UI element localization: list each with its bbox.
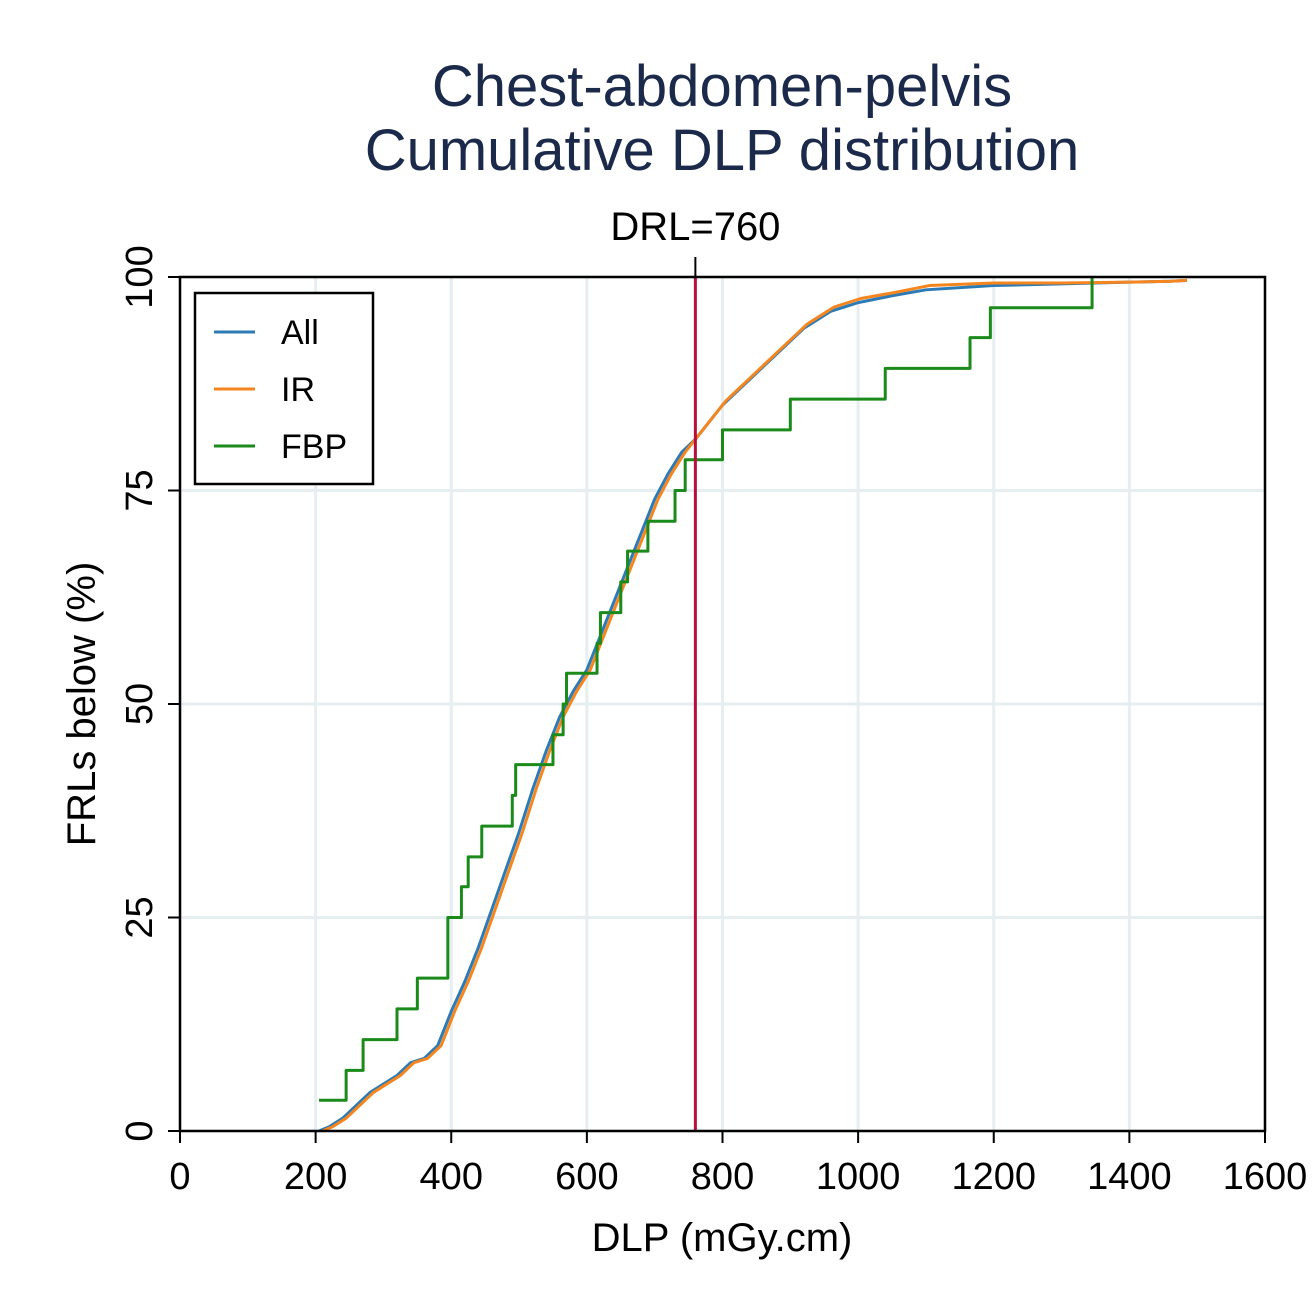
x-tick-label: 200 — [284, 1156, 347, 1198]
y-tick-label: 25 — [119, 896, 161, 938]
x-tick-label: 1200 — [951, 1156, 1036, 1198]
x-tick-label: 600 — [555, 1156, 618, 1198]
y-tick-label: 0 — [119, 1120, 161, 1141]
chart-title-line-2: Cumulative DLP distribution — [365, 118, 1080, 183]
axes: 0 200 400 600 800 1000 1200 1400 1600 0 25 50 75 100 — [119, 245, 1307, 1198]
series-layer — [318, 277, 1188, 1133]
reference-layer: DRL=760 — [610, 205, 780, 1131]
series-line-fbp — [319, 277, 1094, 1102]
x-tick-label: 1400 — [1087, 1156, 1172, 1198]
chart-title-line-1: Chest-abdomen-pelvis — [432, 54, 1012, 119]
legend: All IR FBP — [193, 291, 375, 486]
legend-label-all: All — [281, 314, 319, 352]
x-tick-label: 400 — [420, 1156, 483, 1198]
y-axis-title: FRLs below (%) — [60, 562, 104, 847]
x-tick-label: 800 — [691, 1156, 754, 1198]
legend-label-ir: IR — [281, 371, 315, 409]
drl-label: DRL=760 — [610, 205, 780, 249]
y-tick-label: 75 — [119, 469, 161, 511]
x-axis-title: DLP (mGy.cm) — [592, 1216, 853, 1260]
series-line-ir — [321, 278, 1188, 1133]
x-tick-label: 0 — [169, 1156, 190, 1198]
legend-box — [193, 291, 375, 486]
y-tick-label: 100 — [119, 245, 161, 308]
x-tick-label: 1600 — [1223, 1156, 1308, 1198]
x-tick-label: 1000 — [816, 1156, 901, 1198]
y-tick-label: 50 — [119, 683, 161, 725]
legend-label-fbp: FBP — [281, 428, 347, 466]
